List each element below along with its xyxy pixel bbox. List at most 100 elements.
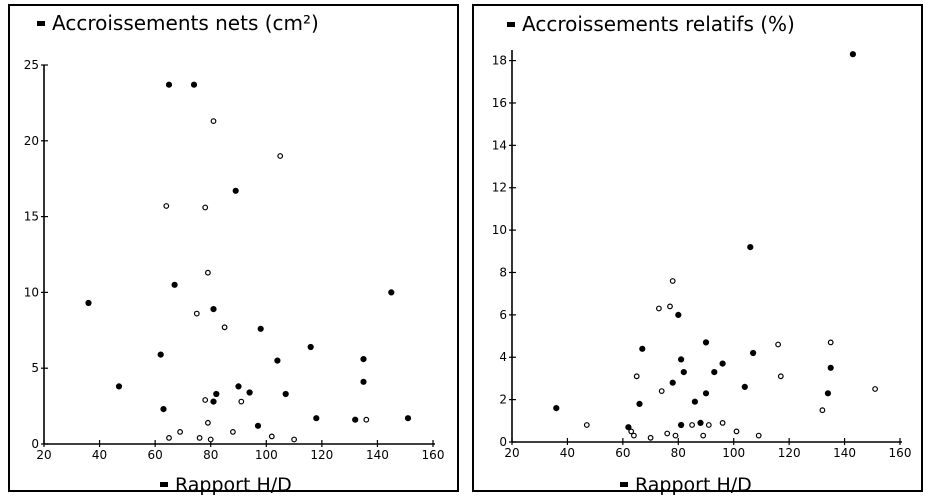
data-point-open: [363, 416, 370, 423]
data-point-filled: [257, 325, 264, 332]
data-point-open: [669, 278, 676, 284]
data-point-filled: [210, 398, 217, 405]
x-tick-label: 80: [671, 446, 686, 460]
data-point-filled: [849, 51, 856, 58]
x-tick-label: 140: [833, 446, 856, 460]
y-tick-label: 16: [492, 96, 507, 110]
data-point-filled: [85, 299, 92, 307]
y-tick-label: 25: [24, 58, 39, 72]
data-point-filled: [675, 311, 682, 318]
data-point-filled: [747, 244, 754, 251]
data-point-filled: [697, 419, 704, 426]
y-tick-label: 0: [499, 435, 507, 449]
y-tick-label: 0: [31, 437, 39, 451]
data-point-open: [655, 305, 662, 312]
chart-panel-left: Accroissements nets (cm²) 0 5 10 15 20 25 20 40…: [8, 4, 459, 496]
data-point-open: [755, 432, 762, 439]
data-point-open: [207, 436, 214, 443]
data-point-filled: [360, 355, 367, 363]
y-tick-label: 18: [492, 54, 507, 68]
data-point-open: [583, 422, 590, 428]
data-point-filled: [313, 415, 320, 422]
y-tick-label: 2: [499, 393, 507, 407]
x-tick-label: 60: [615, 446, 630, 460]
data-points: [553, 51, 879, 441]
data-point-filled: [165, 81, 173, 88]
data-point-filled: [636, 400, 643, 407]
x-tick-label: 20: [504, 446, 519, 460]
data-point-filled: [115, 383, 123, 390]
data-point-filled: [669, 379, 676, 386]
x-tick-label: 80: [203, 448, 218, 462]
data-point-filled: [741, 383, 748, 390]
data-point-open: [628, 428, 635, 435]
data-point-filled: [678, 356, 685, 363]
data-point-open: [647, 434, 654, 441]
data-point-filled: [388, 289, 395, 296]
data-point-open: [667, 303, 673, 310]
x-tick-label: 60: [148, 448, 163, 462]
xlabel-bullet: [160, 482, 168, 487]
data-point-open: [672, 432, 679, 439]
x-tick-label: 20: [36, 448, 51, 462]
x-tick-label: 140: [366, 448, 389, 462]
data-point-filled: [352, 416, 359, 423]
data-point-filled: [210, 305, 217, 313]
chart-panel-right: Accroissements relatifs (%) 0 2 4 6 8 10 12 14 1…: [472, 4, 923, 496]
data-point-filled: [232, 187, 239, 194]
data-point-open: [204, 419, 211, 426]
chart-title: Accroissements nets (cm²): [52, 11, 319, 35]
x-tick-label: 120: [778, 446, 801, 460]
data-point-open: [177, 429, 184, 435]
data-points: [85, 81, 412, 443]
data-point-filled: [680, 368, 687, 376]
data-point-open: [221, 324, 228, 331]
data-point-open: [166, 435, 172, 441]
data-point-open: [291, 436, 298, 443]
data-point-open: [163, 203, 170, 209]
data-point-filled: [691, 398, 698, 405]
data-point-filled: [171, 281, 178, 288]
title-bullet: [37, 21, 45, 26]
y-tick-label: 4: [499, 350, 507, 364]
x-axis-label: Rapport H/D: [635, 474, 752, 496]
data-point-filled: [553, 404, 560, 412]
y-tick-label: 6: [499, 308, 507, 322]
y-tick-label: 10: [492, 223, 507, 237]
data-point-open: [196, 435, 203, 441]
data-point-open: [210, 118, 217, 124]
x-tick-label: 100: [722, 446, 745, 460]
data-point-filled: [678, 421, 685, 429]
y-tick-label: 12: [492, 181, 507, 195]
data-point-filled: [719, 360, 726, 367]
data-point-filled: [827, 364, 834, 371]
y-tick-label: 14: [492, 138, 507, 152]
data-point-filled: [254, 422, 262, 429]
y-tick-label: 15: [24, 210, 39, 224]
data-point-filled: [213, 390, 220, 398]
data-point-filled: [246, 389, 253, 396]
data-point-filled: [360, 378, 367, 385]
data-point-filled: [749, 349, 757, 357]
data-point-filled: [157, 351, 164, 358]
x-tick-label: 160: [422, 448, 445, 462]
data-point-open: [229, 429, 236, 435]
axes: 0 2 4 6 8 10 12 14 16 18 20 40 60 80 100 120 140 160: [492, 50, 912, 460]
y-tick-label: 8: [499, 265, 507, 279]
data-point-filled: [190, 81, 198, 88]
data-point-filled: [625, 424, 632, 431]
x-tick-label: 160: [889, 446, 912, 460]
data-point-filled: [235, 383, 242, 390]
data-point-open: [700, 432, 707, 439]
data-point-open: [193, 310, 200, 317]
data-point-filled: [702, 339, 710, 346]
chart-svg-right: Accroissements relatifs (%) 0 2 4 6 8 10 12 14 1…: [492, 12, 912, 496]
title-bullet: [507, 22, 515, 27]
data-point-open: [733, 428, 740, 435]
data-point-filled: [711, 368, 718, 376]
data-point-filled: [702, 390, 710, 397]
x-tick-label: 120: [310, 448, 333, 462]
chart-title: Accroissements relatifs (%): [522, 12, 795, 36]
y-tick-label: 20: [24, 134, 39, 148]
data-point-filled: [639, 345, 646, 352]
